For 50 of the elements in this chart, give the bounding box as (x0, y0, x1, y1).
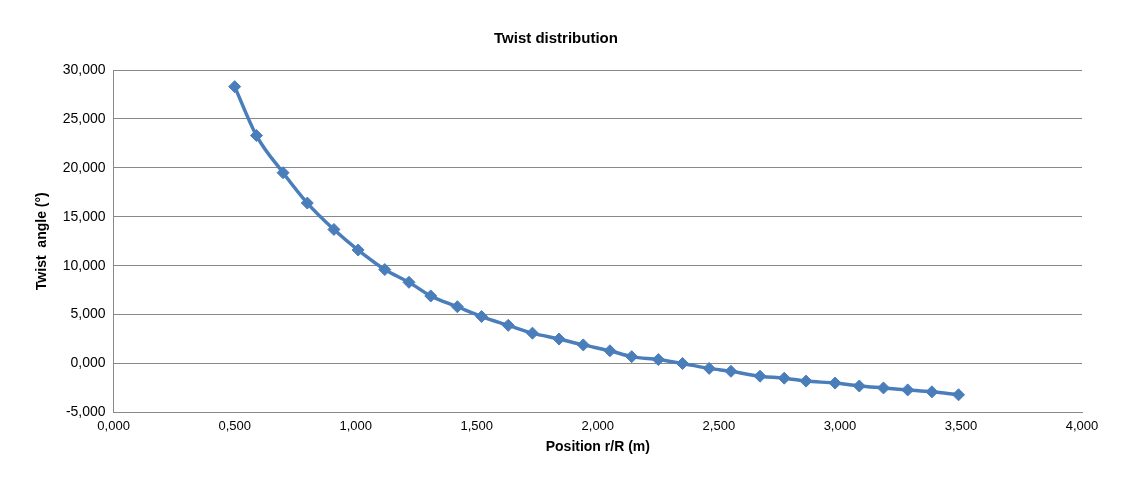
point (828, 376, 842, 390)
point (525, 326, 539, 340)
x-tick-label: 2,000 (581, 417, 615, 433)
point (625, 350, 639, 364)
point (925, 385, 939, 399)
point (603, 344, 617, 358)
x-tick-label: 1,500 (460, 417, 494, 433)
point (501, 318, 515, 332)
y-tick-label: -5,000 (65, 403, 106, 420)
x-tick-label: 2,500 (702, 417, 736, 433)
point (777, 371, 791, 385)
point (576, 338, 590, 352)
point (249, 129, 263, 143)
y-tick-label: 0,000 (70, 354, 106, 371)
point (753, 369, 767, 383)
point (300, 196, 314, 210)
y-axis-title: Twist angle (°) (33, 192, 50, 291)
point (402, 275, 416, 289)
point (952, 388, 966, 402)
point (378, 263, 392, 277)
point (327, 222, 341, 236)
x-tick-label: 4,000 (1065, 417, 1099, 433)
point (450, 300, 464, 314)
point (799, 374, 813, 388)
x-tick-label: 0,000 (97, 417, 130, 433)
point (702, 361, 716, 375)
point (424, 289, 438, 303)
point (228, 80, 242, 94)
chart-title: Twist distribution (494, 29, 618, 47)
y-tick-label: 30,000 (62, 60, 106, 77)
x-axis-title: Position r/R (m) (545, 438, 650, 455)
y-tick-label: 5,000 (70, 305, 106, 322)
y-tick-label: 20,000 (62, 158, 106, 175)
point (901, 383, 915, 397)
point (475, 310, 489, 324)
point (676, 356, 690, 370)
x-tick-label: 0,500 (218, 417, 251, 433)
point (651, 353, 665, 367)
x-tick-label: 3,500 (944, 417, 978, 433)
point (276, 166, 290, 180)
point (876, 381, 890, 395)
point (724, 364, 738, 378)
x-tick-label: 3,000 (823, 417, 857, 433)
point (852, 379, 866, 393)
point (351, 243, 365, 257)
y-tick-label: 25,000 (62, 109, 106, 126)
x-tick-label: 1,000 (339, 417, 372, 433)
point (552, 332, 566, 346)
y-tick-label: 15,000 (62, 207, 106, 224)
y-tick-label: 10,000 (62, 256, 106, 273)
